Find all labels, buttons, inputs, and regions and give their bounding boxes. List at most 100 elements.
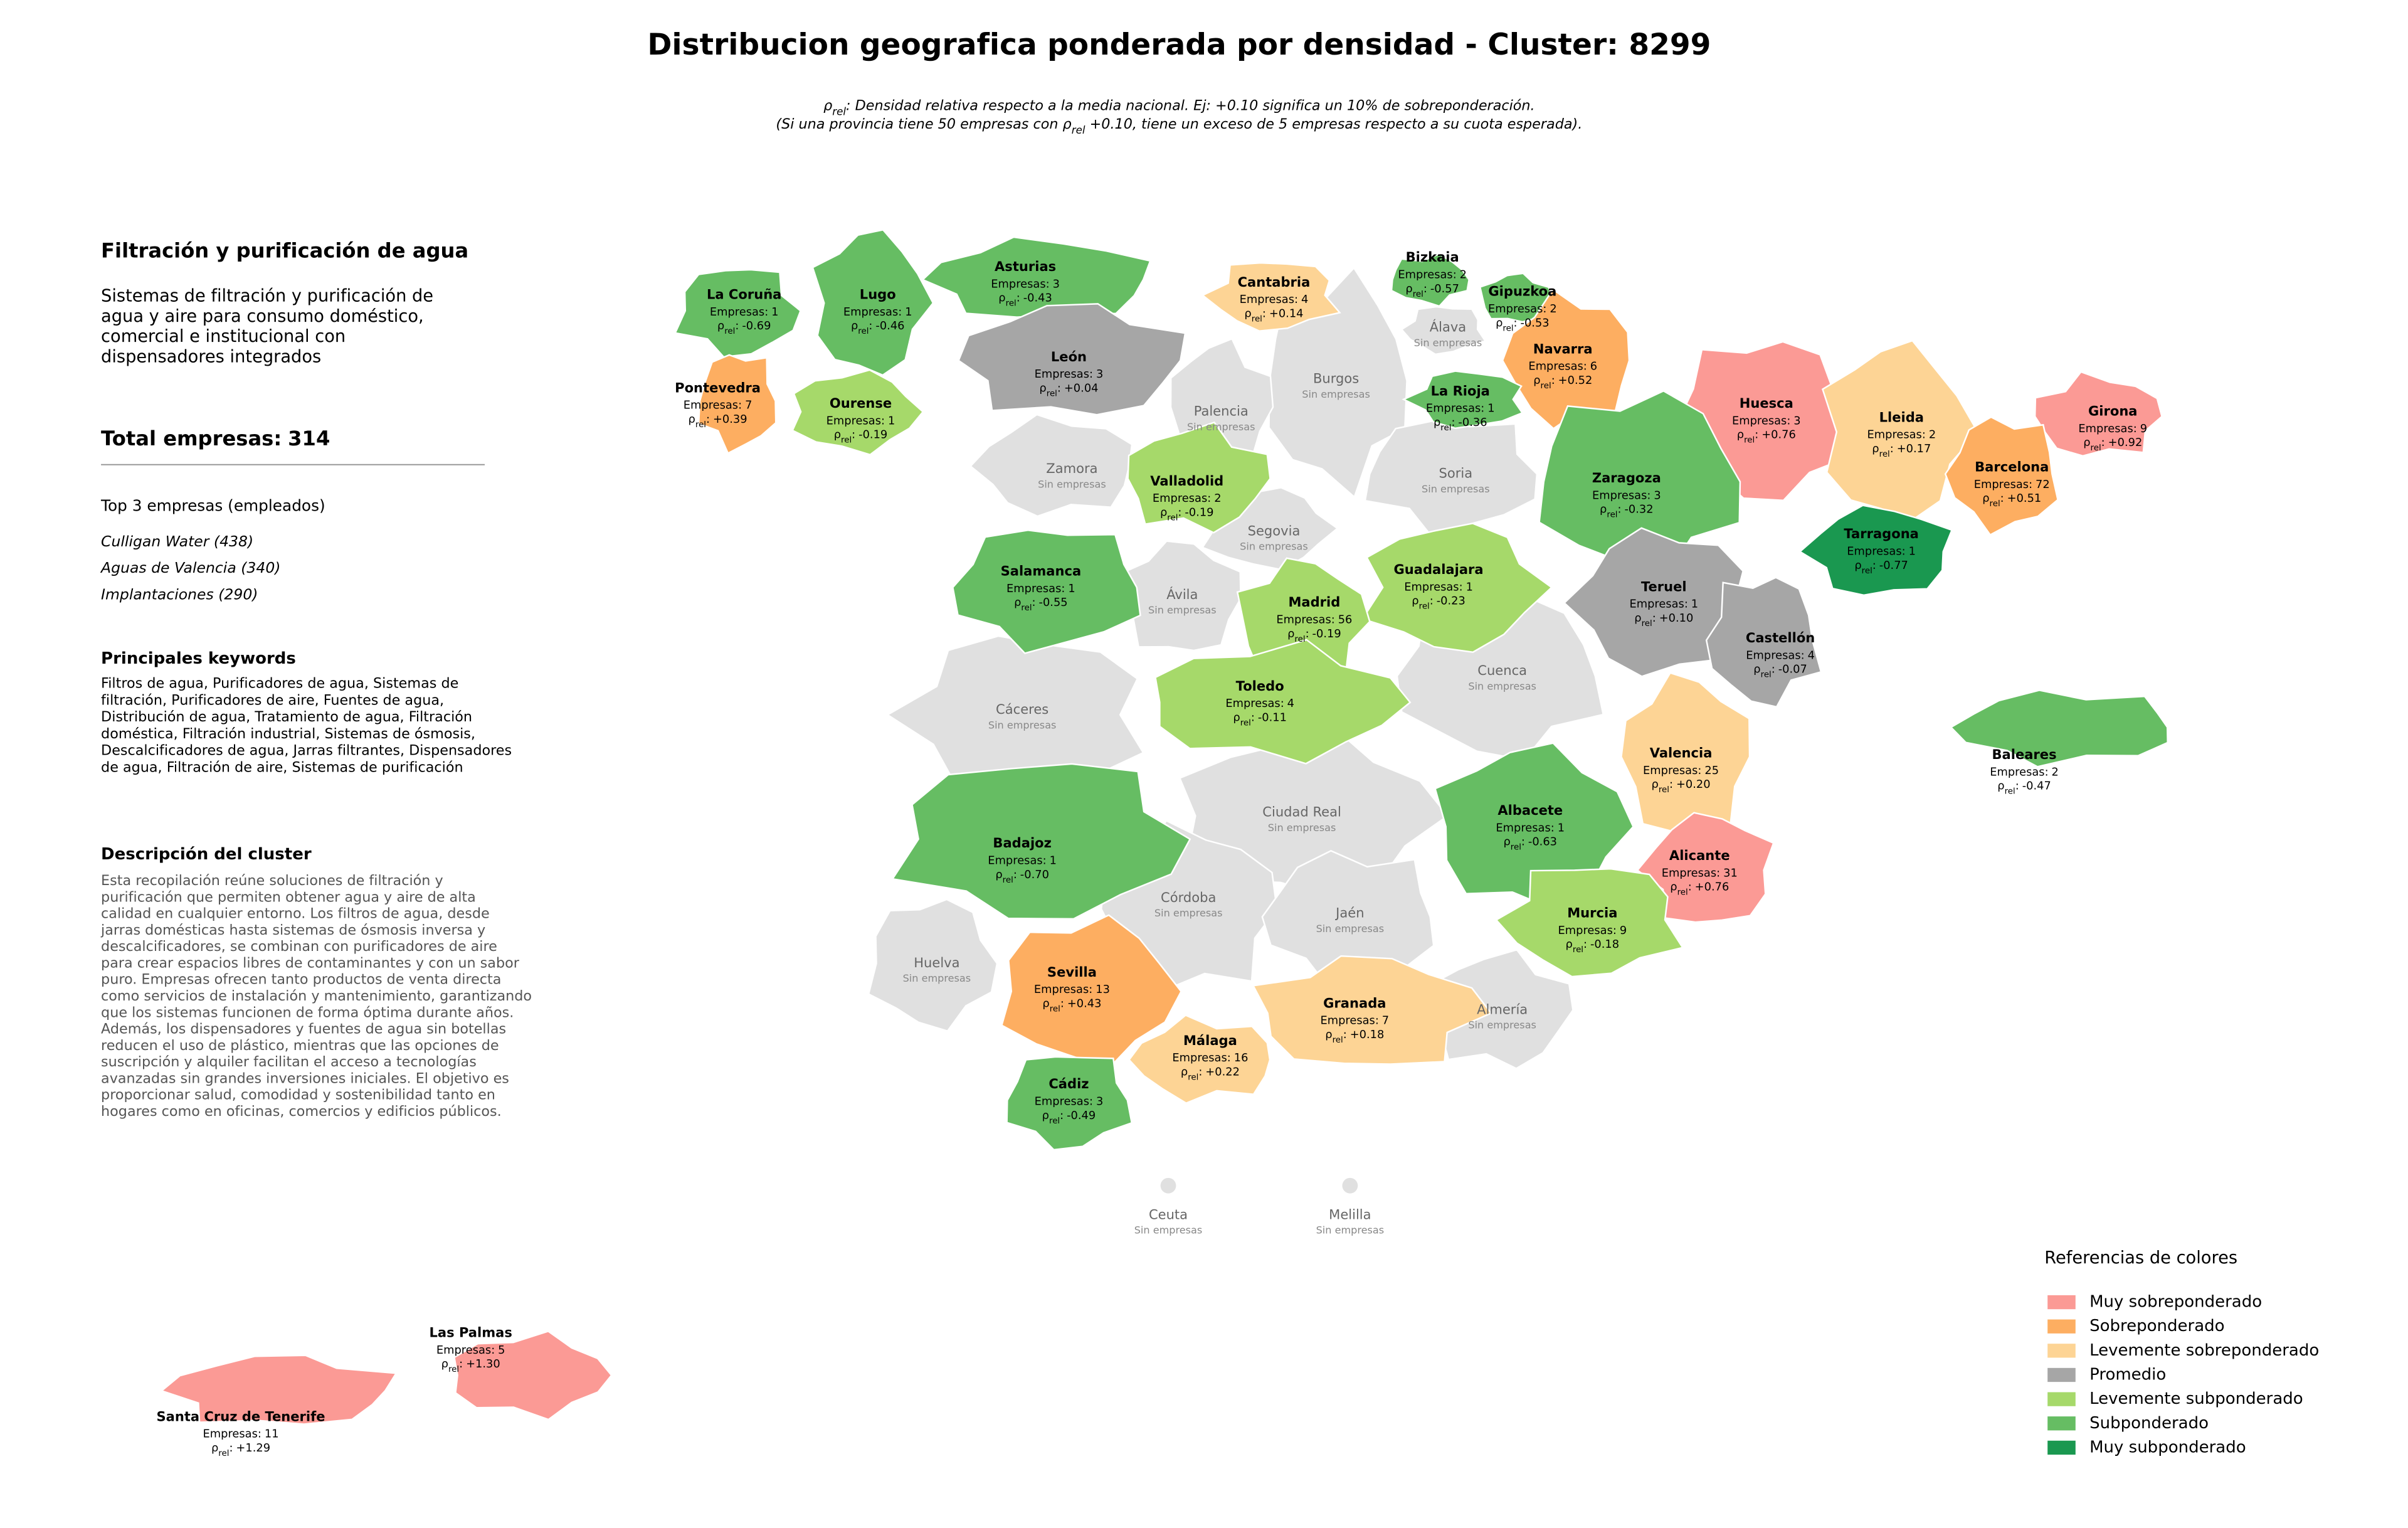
province-rho-part: :	[1198, 1065, 1202, 1078]
province-shape	[1154, 639, 1412, 765]
province-rho-part: ρ	[1042, 1109, 1049, 1122]
legend-label: Subponderado	[2089, 1414, 2209, 1433]
province-name: Murcia	[1567, 905, 1617, 921]
description-line: avanzadas sin grandes inversiones inicia…	[101, 1070, 509, 1086]
province-rho-part: -0.63	[1528, 836, 1557, 849]
province-rho-part: rel	[1541, 381, 1551, 390]
province-count-part: 1	[1487, 402, 1494, 415]
province-rho-part: +1.30	[466, 1357, 500, 1371]
province-rho-part: -0.53	[1521, 316, 1550, 329]
province-count: Empresas: 3	[991, 277, 1060, 290]
province-rho-part: -0.19	[858, 428, 887, 442]
province-count-part: 3	[1053, 277, 1060, 290]
province-count-part: 25	[1704, 764, 1719, 777]
province-name: Zamora	[1046, 460, 1097, 476]
province-rho-part: -0.32	[1624, 503, 1653, 516]
legend-swatch	[2047, 1392, 2076, 1406]
province-count: Empresas: 1	[1847, 544, 1916, 558]
province-rho: ρrel: -0.19	[1160, 506, 1214, 523]
province-rho-part: rel	[1252, 314, 1262, 324]
description-line: proporcionar salud, comodidad y sostenib…	[101, 1087, 495, 1103]
province-count: Empresas: 25	[1643, 764, 1719, 777]
province-shape	[1252, 955, 1492, 1065]
province-name: Girona	[2088, 403, 2138, 419]
province-name: Burgos	[1313, 370, 1359, 386]
province-count-part: 1	[888, 414, 895, 427]
province-name: Almería	[1477, 1001, 1528, 1017]
summary-line: agua y aire para consumo doméstico,	[101, 307, 424, 326]
province-rho-part: +0.76	[1695, 881, 1729, 894]
province-rho-part: :	[1178, 506, 1181, 519]
province-count-part: 3	[1793, 414, 1800, 427]
province-count-part: Empresas:	[1172, 1051, 1230, 1064]
province-count-part: 2	[1460, 268, 1467, 281]
province-rho: ρrel: -0.19	[834, 428, 888, 445]
province-rho-part: -0.70	[1020, 868, 1049, 881]
province-rho: ρrel: +0.76	[1670, 881, 1729, 898]
legend-label: Promedio	[2089, 1365, 2166, 1384]
province-count: Empresas: 3	[1732, 414, 1801, 427]
keywords-line: filtración, Purificadores de aire, Fuent…	[101, 692, 444, 708]
no-data-label: Sin empresas	[1302, 388, 1370, 400]
province-count: Empresas: 4	[1225, 697, 1294, 710]
province-count: Empresas: 2	[1398, 268, 1467, 281]
description-line: jarras domésticas hasta sistemas de ósmo…	[100, 922, 485, 938]
province-rho-part: rel	[1677, 888, 1688, 897]
province-rho-part: -0.19	[1185, 506, 1213, 519]
province-count-part: 4	[1808, 649, 1815, 662]
province-name: Ciudad Real	[1262, 804, 1341, 820]
province-rho-part: :	[1057, 381, 1061, 395]
province-name: Teruel	[1641, 578, 1687, 594]
province-rho-part: +0.92	[2108, 436, 2143, 449]
province-count-part: 1	[1068, 582, 1075, 595]
province-name: Valencia	[1650, 745, 1713, 761]
province-name: Las Palmas	[429, 1325, 512, 1340]
province-rho-part: -0.19	[1312, 627, 1341, 640]
province-name: Jaén	[1334, 905, 1364, 921]
province-rho-part: ρ	[717, 319, 724, 332]
province-count-part: 1	[905, 305, 912, 319]
province-rho-part: :	[1013, 868, 1017, 881]
province-shape	[1705, 576, 1822, 708]
no-data-label: Sin empresas	[903, 972, 971, 984]
province-shape	[1944, 416, 2059, 536]
province-count: Empresas: 6	[1528, 360, 1597, 373]
province-rho: ρrel: +0.52	[1533, 374, 1592, 391]
province-rho-part: rel	[695, 420, 706, 429]
province-rho-part: rel	[1879, 449, 1890, 459]
province-count: Empresas: 1	[826, 414, 895, 427]
province-name: Bizkaia	[1406, 249, 1459, 265]
province-count-part: 1	[1466, 580, 1473, 593]
province-rho-part: ρ	[851, 319, 858, 332]
province-name: Baleares	[1992, 746, 2056, 762]
top-company: Culligan Water (438)	[101, 533, 253, 550]
province-rho-part: -0.43	[1023, 292, 1052, 305]
province-rho-part: :	[1772, 663, 1775, 676]
province-rho-part: +0.52	[1558, 374, 1593, 387]
legend-label: Sobreponderado	[2089, 1317, 2224, 1335]
province-count-part: Empresas:	[1867, 428, 1926, 442]
province-rho-part: +0.51	[2007, 492, 2042, 505]
province-count: Empresas: 31	[1662, 866, 1738, 879]
keywords-line: Filtros de agua, Purificadores de agua, …	[101, 676, 458, 692]
province-name: Palencia	[1194, 403, 1249, 419]
province-rho: ρrel: -0.70	[995, 868, 1049, 885]
province-name: La Rioja	[1431, 383, 1490, 398]
province-rho-part: ρ	[1042, 997, 1049, 1010]
province-rho: ρrel: +0.39	[689, 413, 747, 430]
province-rho: ρrel: +0.04	[1039, 381, 1098, 398]
province-rho-part: -0.46	[875, 319, 904, 332]
province-count-part: Empresas:	[203, 1428, 261, 1441]
description-heading: Descripción del cluster	[101, 845, 312, 864]
province-count-part: Empresas:	[1528, 360, 1587, 373]
province-count-part: 6	[1590, 360, 1597, 373]
province-rho: ρrel: -0.43	[998, 292, 1052, 309]
province-rho-part: ρ	[1737, 428, 1744, 442]
description-line: suscripción y alquiler facilitan el acce…	[101, 1054, 477, 1070]
province-rho-part: -0.57	[1430, 282, 1459, 295]
province-shape	[1006, 1056, 1133, 1151]
province-shape	[1364, 420, 1538, 536]
province-count: Empresas: 1	[710, 305, 779, 319]
province-count: Empresas: 9	[2078, 422, 2147, 435]
